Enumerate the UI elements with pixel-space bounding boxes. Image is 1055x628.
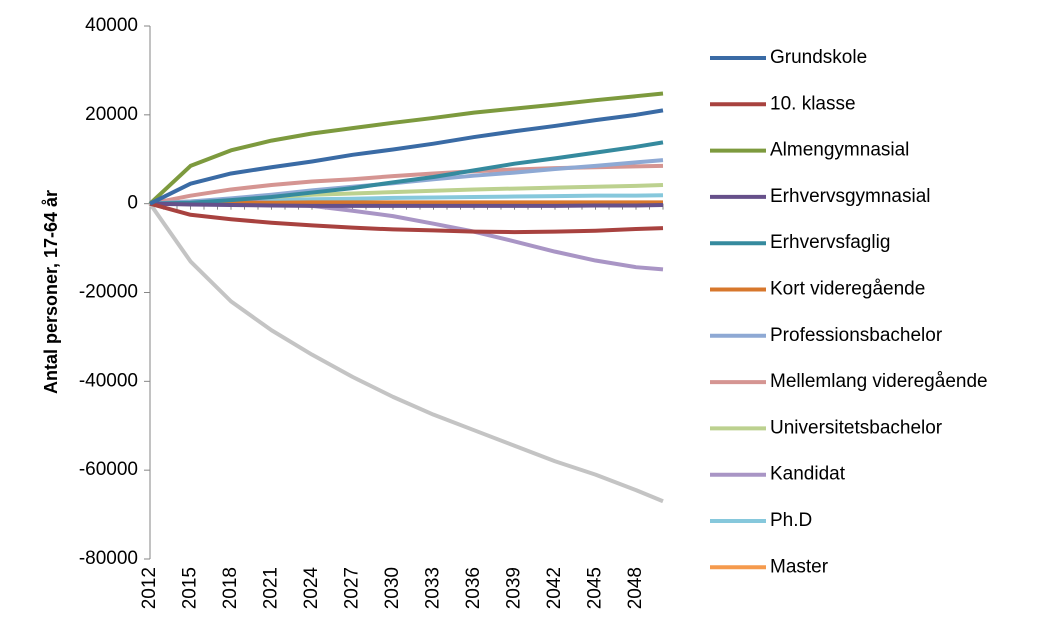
legend-label: Mellemlang videregående [770,371,988,392]
line [149,201,664,208]
y-tick-label: -20000 [79,282,138,303]
y-tick-label: -40000 [79,370,138,391]
legend-label: Master [770,556,829,577]
legend-label: Professionsbachelor [770,325,943,346]
legend-label: Erhvervsfaglig [770,232,890,253]
y-tick-label: 0 [127,193,138,214]
x-tick-label: 2012 [139,567,160,609]
legend-label: 10. klasse [770,93,856,114]
legend-label: Universitetsbachelor [770,417,943,438]
line [149,108,664,206]
x-tick-label: 2033 [423,567,444,609]
legend-label: Almengymnasial [770,140,909,161]
y-axis-title: Antal personer, 17-64 år [41,190,61,394]
legend-label: Erhvervsgymnasial [770,186,931,207]
line [149,199,664,272]
legend-label: Kort videregående [770,279,925,300]
x-tick-label: 2045 [585,567,606,609]
line [149,200,663,206]
x-tick-label: 2036 [463,567,484,609]
legend-label: Ph.D [770,510,812,531]
line [149,140,664,206]
x-tick-label: 2027 [342,567,363,609]
x-tick-label: 2018 [220,567,241,609]
y-tick-label: -60000 [79,459,138,480]
line [148,202,664,504]
y-tick-label: -80000 [79,548,138,569]
x-tick-label: 2042 [544,567,565,609]
y-tick-label: 40000 [85,15,138,36]
x-tick-label: 2021 [261,567,282,609]
x-tick-label: 2039 [504,567,525,609]
x-tick-label: 2015 [180,567,201,609]
legend-label: Kandidat [770,464,846,485]
x-tick-label: 2024 [301,567,322,610]
x-tick-label: 2030 [382,567,403,609]
line [149,201,664,235]
legend-label: Grundskole [770,47,867,68]
x-tick-label: 2048 [625,567,646,609]
y-tick-label: 20000 [85,104,138,125]
line [148,91,664,206]
